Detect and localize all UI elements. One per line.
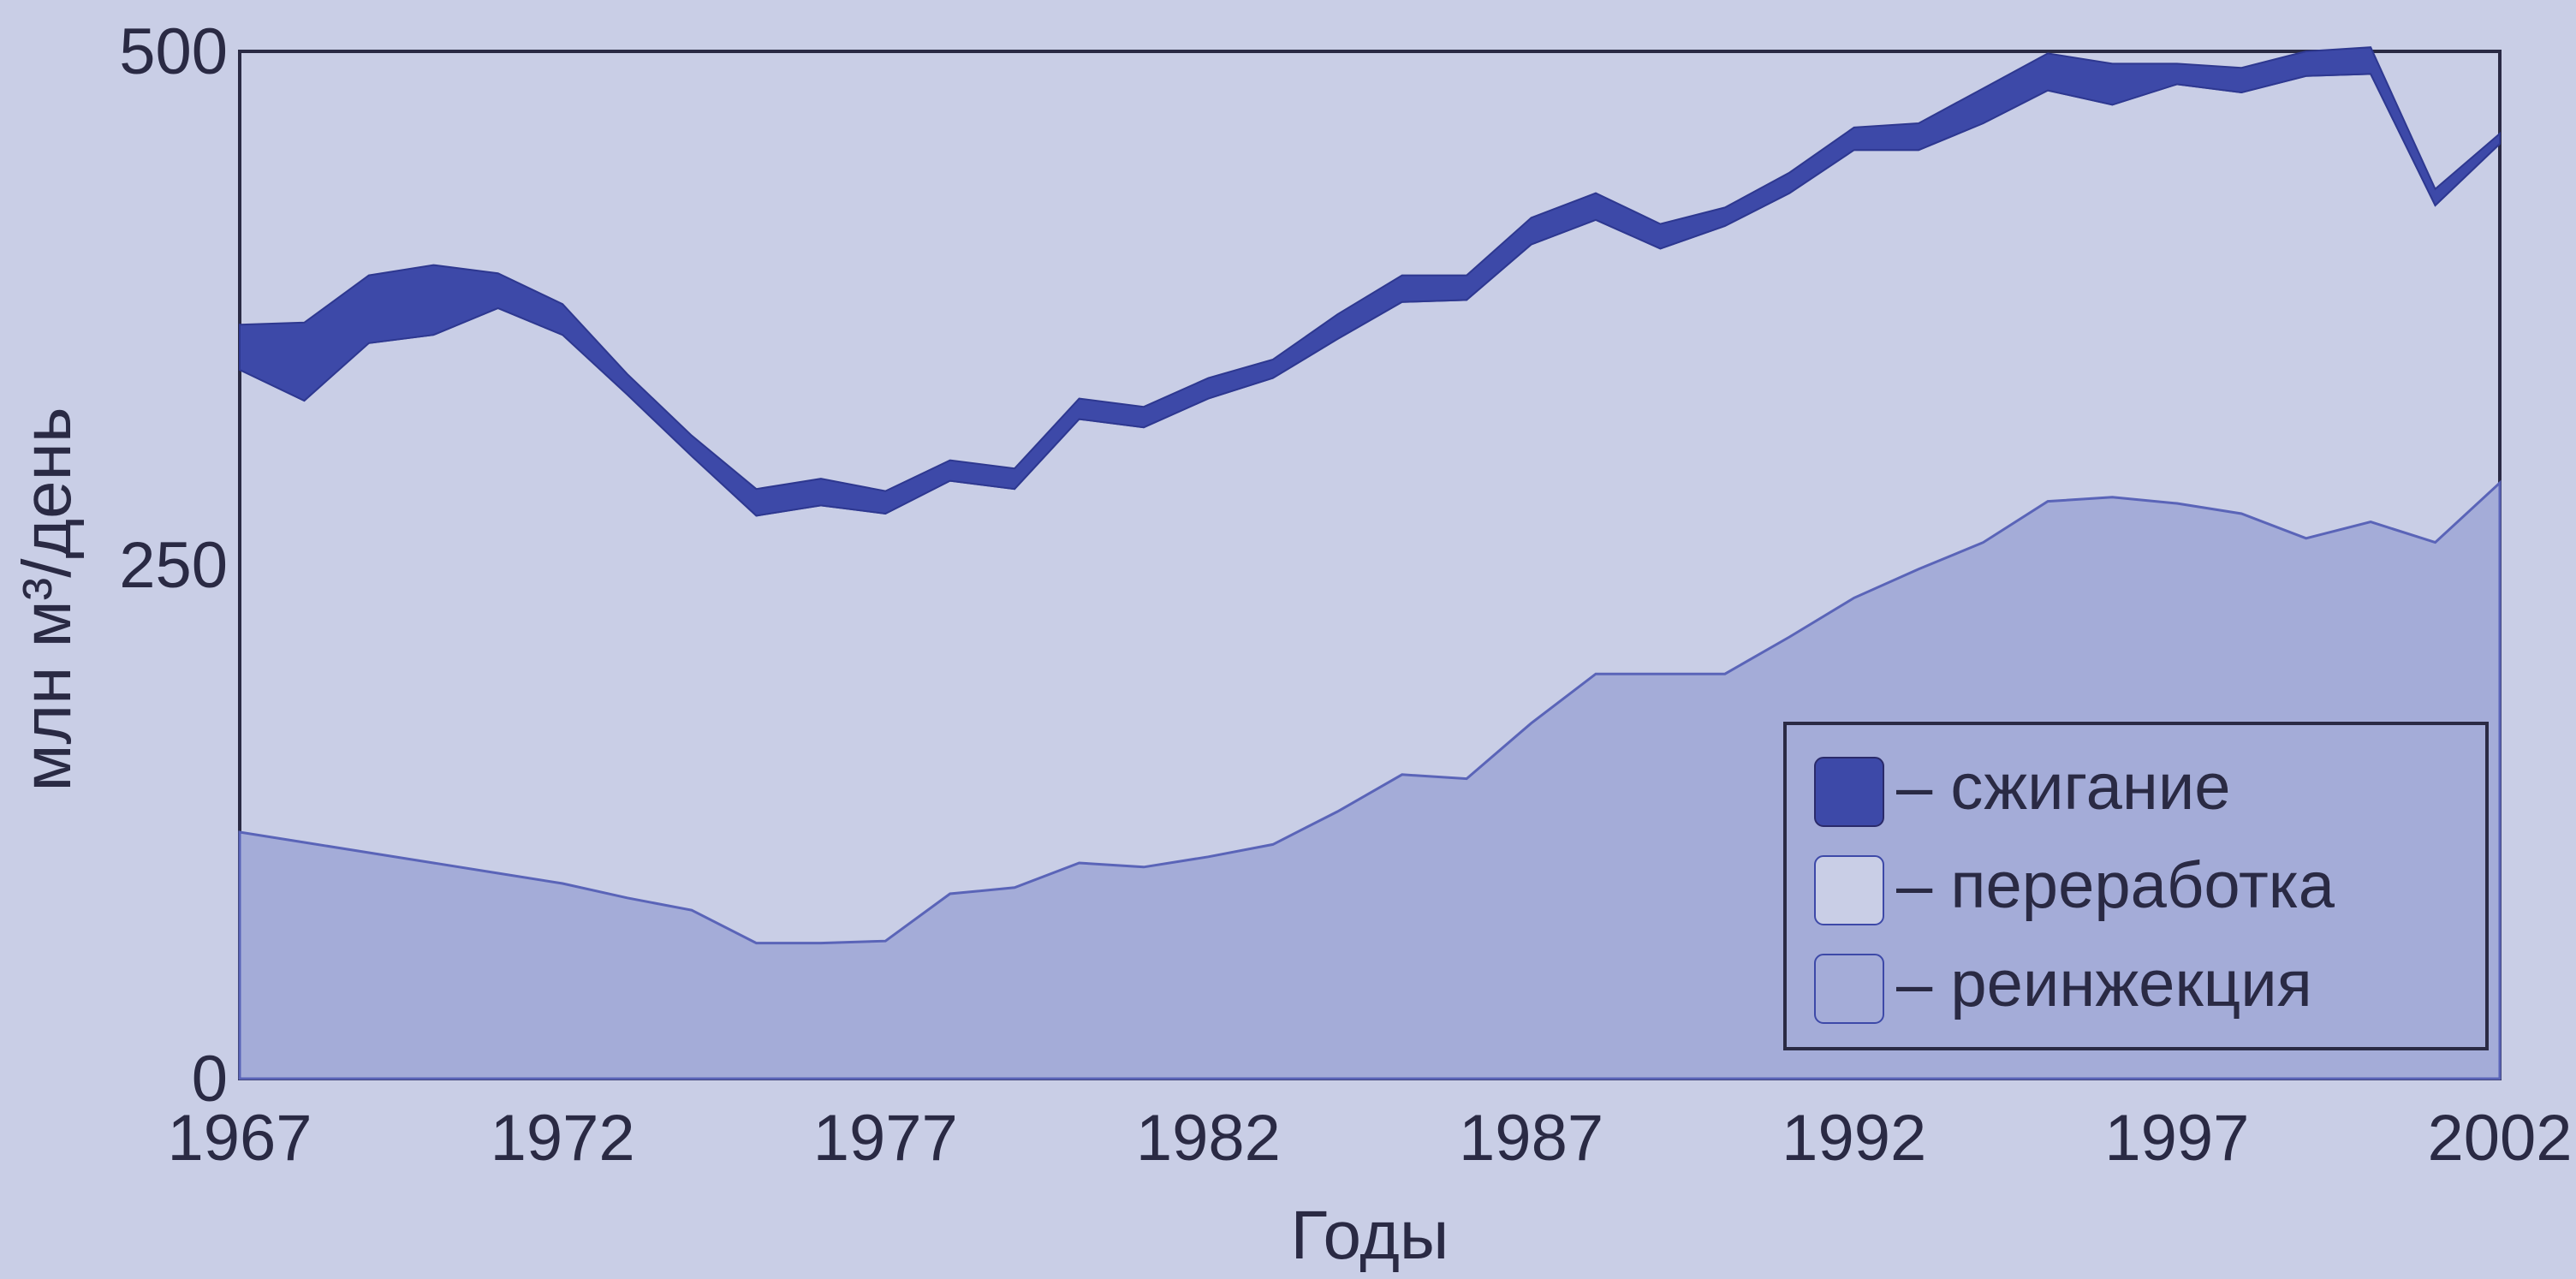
y-tick-label: 0	[192, 1043, 228, 1115]
y-tick-labels: 0 250 500	[119, 15, 228, 1115]
x-tick-label: 1977	[813, 1102, 958, 1175]
x-tick-label: 1992	[1782, 1102, 1926, 1175]
x-axis-title: Годы	[1291, 1197, 1449, 1273]
x-tick-label: 1987	[1459, 1102, 1603, 1175]
x-tick-label: 2002	[2427, 1102, 2572, 1175]
legend-label-processing: – переработка	[1896, 849, 2335, 922]
series-area-reinjection	[238, 479, 2502, 1080]
y-tick-label: 500	[119, 15, 228, 88]
x-tick-label: 1967	[167, 1102, 312, 1175]
legend-box	[1783, 722, 2489, 1050]
x-tick-label: 1982	[1136, 1102, 1281, 1175]
legend-swatch-reinjection	[1814, 954, 1884, 1024]
legend: – сжигание – переработка – реинжекция	[1783, 722, 2489, 1050]
x-tick-label: 1972	[491, 1102, 635, 1175]
legend-swatch-burning	[1814, 757, 1884, 827]
x-tick-labels: 1967 1972 1977 1982 1987 1992 1997 2002	[167, 1102, 2572, 1175]
y-axis-title: млн м³/день	[9, 407, 85, 792]
legend-label-burning: – сжигание	[1896, 751, 2231, 824]
series-band-burning	[239, 46, 2501, 517]
legend-label-reinjection: – реинжекция	[1896, 948, 2312, 1020]
legend-swatch-processing	[1814, 855, 1884, 925]
chart-marks	[238, 46, 2502, 1080]
y-tick-label: 250	[119, 529, 228, 602]
x-tick-label: 1997	[2104, 1102, 2249, 1175]
